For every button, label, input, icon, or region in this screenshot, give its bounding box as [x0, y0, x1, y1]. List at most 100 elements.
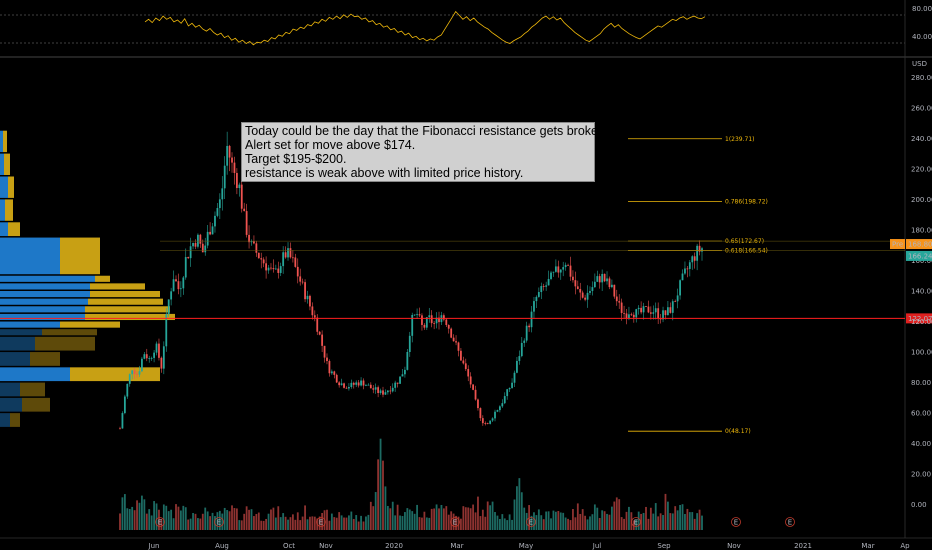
- time-tick-label: Nov: [319, 542, 333, 550]
- candle-body: [209, 231, 212, 235]
- candle-body: [384, 392, 387, 395]
- price-tick-label: 220.00: [911, 165, 932, 173]
- price-tick-label: 140.00: [911, 288, 932, 296]
- candle-body: [311, 306, 314, 316]
- horizontal-line[interactable]: 122.07: [0, 313, 932, 324]
- time-tick-label: 2021: [794, 542, 812, 550]
- candle-body: [136, 373, 138, 375]
- volume-bar: [369, 501, 372, 530]
- candle-body: [562, 267, 565, 270]
- candle-body: [620, 302, 623, 313]
- candle-body: [569, 265, 572, 277]
- volume-bar: [343, 517, 345, 530]
- candle-body: [416, 314, 418, 316]
- candle-body: [435, 317, 438, 324]
- volume-profile-down-bar: [20, 382, 45, 397]
- candle-body: [486, 423, 489, 425]
- candle-body: [348, 386, 350, 389]
- volume-profile-down-bar: [30, 352, 60, 366]
- oscillator-line: [144, 10, 706, 46]
- candle-body: [301, 281, 304, 283]
- candle-body: [559, 269, 562, 273]
- volume-bar: [248, 509, 250, 530]
- fibonacci-retracement[interactable]: 1(239.71) 0.786(198.72) 0.65(172.67) 0.618(…: [160, 136, 905, 435]
- volume-bar: [676, 510, 679, 530]
- volume-bar: [632, 520, 635, 530]
- candle-body: [260, 258, 263, 260]
- candle-body: [467, 369, 470, 377]
- volume-bar: [428, 517, 431, 530]
- volume-bar: [486, 501, 489, 530]
- candle-body: [321, 334, 324, 346]
- volume-bar: [253, 516, 255, 530]
- volume-bar: [518, 478, 521, 530]
- volume-bar: [382, 460, 384, 530]
- candle-body: [153, 352, 155, 358]
- candle-body: [681, 273, 684, 281]
- candle-body: [340, 383, 343, 386]
- volume-bar: [535, 515, 538, 530]
- volume-bar: [260, 520, 263, 530]
- volume-profile: [0, 130, 175, 427]
- time-axis[interactable]: Jun Aug Oct Nov 2020 Mar May Jul Sep Nov 2021 Mar Ap: [148, 542, 911, 550]
- candle-body: [610, 284, 613, 288]
- candle-body: [148, 358, 151, 359]
- candle-body: [676, 295, 679, 302]
- volume-bar: [379, 438, 382, 530]
- volume-bar: [201, 513, 204, 530]
- fib-level-label: 0(48.17): [725, 428, 751, 435]
- candle-body: [645, 306, 647, 308]
- volume-bar: [119, 513, 121, 530]
- candle-body: [282, 252, 285, 267]
- price-tag-prefix-bg: [890, 239, 905, 250]
- candle-body: [450, 328, 453, 338]
- volume-bar: [659, 513, 662, 530]
- volume-profile-down-bar: [70, 367, 160, 382]
- candle-body: [608, 278, 611, 288]
- volume-bar: [131, 506, 134, 530]
- volume-bar: [226, 510, 229, 530]
- volume-bar: [584, 515, 587, 530]
- volume-bar: [401, 516, 404, 530]
- volume-bar: [477, 496, 479, 530]
- volume-bar: [160, 518, 163, 530]
- candle-body: [469, 376, 472, 385]
- candle-body: [657, 308, 660, 319]
- volume-bar: [418, 517, 421, 530]
- candle-body: [345, 387, 348, 389]
- candle-body: [141, 358, 143, 372]
- volume-profile-up-bar: [0, 336, 35, 351]
- volume-bar: [318, 516, 321, 530]
- volume-bar: [365, 516, 367, 530]
- candle-body: [528, 325, 531, 328]
- candle-body: [289, 248, 292, 258]
- volume-bar: [357, 521, 360, 530]
- volume-bar: [321, 512, 324, 530]
- candle-body: [365, 385, 367, 387]
- volume-profile-up-bar: [0, 237, 60, 275]
- candle-body: [596, 276, 599, 282]
- volume-bar: [138, 502, 141, 530]
- earnings-marker: [450, 517, 460, 527]
- price-tag-label: 168.80: [908, 241, 932, 249]
- candle-body: [389, 390, 392, 392]
- candle-body: [223, 165, 226, 189]
- volume-bar: [430, 508, 433, 530]
- volume-bar: [179, 510, 182, 530]
- volume-bar: [411, 511, 414, 530]
- annotation-note[interactable]: Today could be the day that the Fibonacc…: [241, 122, 608, 182]
- candle-body: [145, 354, 148, 359]
- volume-bar: [667, 501, 669, 530]
- candle-body: [477, 399, 479, 409]
- volume-bar: [450, 511, 453, 530]
- candle-body: [279, 266, 282, 273]
- price-axis[interactable]: USD 280.00 260.00 240.00 220.00 200.00 180.00…: [911, 60, 932, 509]
- volume-bar: [279, 517, 282, 530]
- volume-profile-up-bar: [0, 275, 95, 282]
- candle-body: [696, 245, 699, 261]
- volume-bar: [167, 511, 170, 530]
- volume-bar: [562, 512, 565, 530]
- volume-bar: [294, 519, 297, 530]
